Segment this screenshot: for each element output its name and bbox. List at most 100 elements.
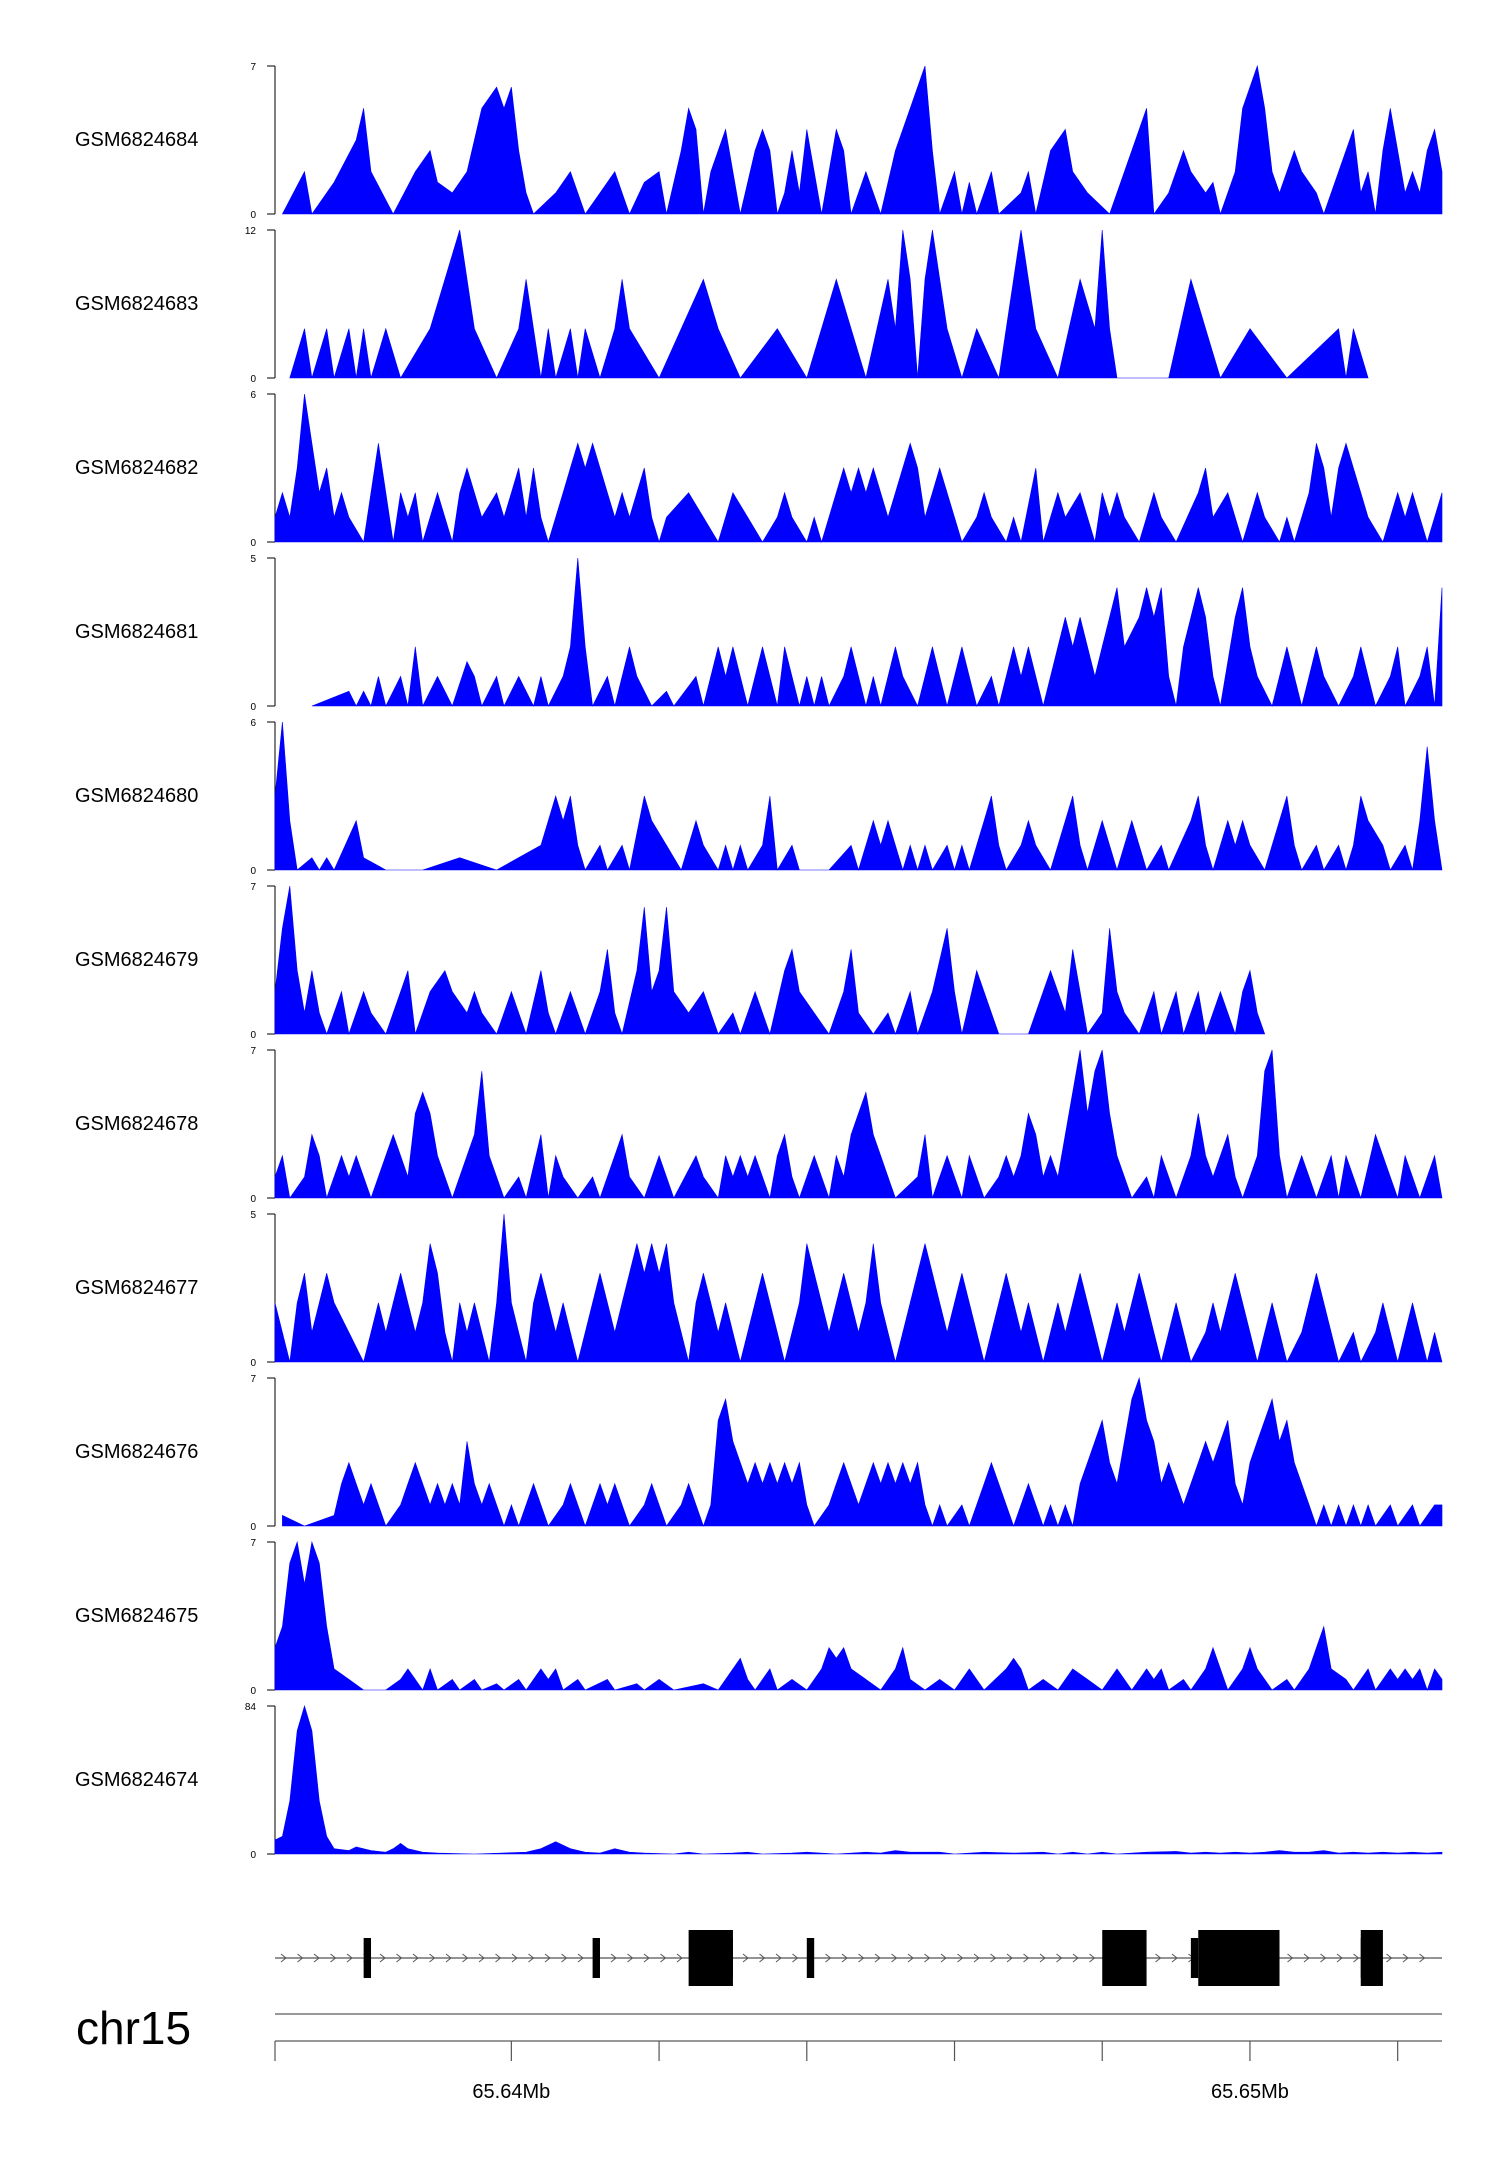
strand-arrow — [495, 1953, 502, 1963]
track-GSM6824683: GSM6824683 12 0 — [75, 226, 1369, 385]
strand-arrow — [1320, 1953, 1327, 1963]
x-tick-label: 65.64Mb — [472, 2081, 550, 2103]
track-label: GSM6824682 — [75, 457, 198, 479]
strand-arrow — [1023, 1953, 1030, 1963]
strand-arrow — [1006, 1953, 1013, 1963]
y-max-label: 5 — [250, 1210, 256, 1221]
strand-arrow — [577, 1953, 584, 1963]
track-label: GSM6824674 — [75, 1769, 198, 1791]
strand-arrow — [957, 1953, 964, 1963]
strand-arrow — [825, 1953, 832, 1963]
strand-arrow — [742, 1953, 749, 1963]
coverage-area — [289, 229, 1369, 380]
strand-arrow — [1402, 1953, 1409, 1963]
strand-arrow — [660, 1953, 667, 1963]
strand-arrow — [1155, 1953, 1162, 1963]
strand-arrow — [1303, 1953, 1310, 1963]
coverage-area — [274, 393, 1443, 544]
track-GSM6824674: GSM6824674 84 0 — [75, 1702, 1443, 1861]
track-label: GSM6824676 — [75, 1441, 198, 1463]
coverage-area — [274, 1049, 1443, 1200]
coverage-area — [274, 721, 1443, 872]
y-min-label: 0 — [250, 210, 256, 221]
y-max-label: 7 — [250, 1374, 256, 1385]
exon-block — [1360, 1938, 1369, 1978]
strand-arrow — [1056, 1953, 1063, 1963]
x-tick-label: 65.65Mb — [1211, 2081, 1289, 2103]
strand-arrow — [445, 1953, 452, 1963]
genomic-axis: chr15 65.64Mb 65.65Mb — [76, 2002, 1442, 2103]
y-max-label: 12 — [245, 226, 257, 237]
strand-arrow — [924, 1953, 931, 1963]
strand-arrow — [759, 1953, 766, 1963]
y-max-label: 7 — [250, 62, 256, 73]
exon-block — [725, 1938, 733, 1978]
exon-block — [1190, 1938, 1199, 1978]
y-min-label: 0 — [250, 1686, 256, 1697]
coverage-area — [274, 885, 1266, 1036]
strand-arrow — [561, 1953, 568, 1963]
strand-arrow — [990, 1953, 997, 1963]
y-max-label: 7 — [250, 882, 256, 893]
strand-arrow — [1072, 1953, 1079, 1963]
coverage-area — [311, 557, 1443, 708]
strand-arrow — [874, 1953, 881, 1963]
y-min-label: 0 — [250, 1194, 256, 1205]
signal-tracks: GSM682468470GSM6824683120GSM682468260GSM… — [75, 62, 1443, 1861]
strand-arrow — [313, 1953, 320, 1963]
y-min-label: 0 — [250, 702, 256, 713]
y-max-label: 7 — [250, 1538, 256, 1549]
exon-coding — [1102, 1930, 1147, 1986]
strand-arrow — [973, 1953, 980, 1963]
y-min-label: 0 — [250, 1522, 256, 1533]
coverage-area — [274, 1540, 1443, 1691]
strand-arrow — [643, 1953, 650, 1963]
strand-arrow — [858, 1953, 865, 1963]
strand-arrow — [544, 1953, 551, 1963]
coverage-area — [274, 1213, 1443, 1363]
y-min-label: 0 — [250, 866, 256, 877]
strand-arrow — [396, 1953, 403, 1963]
coverage-area — [282, 1376, 1443, 1528]
track-GSM6824680: GSM6824680 6 0 — [75, 718, 1443, 877]
strand-arrow — [478, 1953, 485, 1963]
y-min-label: 0 — [250, 374, 256, 385]
exon-block — [806, 1938, 815, 1978]
strand-arrow — [1287, 1953, 1294, 1963]
track-label: GSM6824681 — [75, 621, 198, 643]
y-min-label: 0 — [250, 1358, 256, 1369]
strand-arrow — [891, 1953, 898, 1963]
strand-arrow — [1171, 1953, 1178, 1963]
strand-arrow — [627, 1953, 634, 1963]
strand-arrow — [297, 1953, 304, 1963]
strand-arrow — [462, 1953, 469, 1963]
strand-arrow — [346, 1953, 353, 1963]
y-max-label: 6 — [250, 718, 256, 729]
track-GSM6824682: GSM6824682 6 0 — [75, 390, 1443, 549]
strand-arrow — [775, 1953, 782, 1963]
strand-arrow — [1353, 1953, 1360, 1963]
strand-arrow — [528, 1953, 535, 1963]
track-label: GSM6824683 — [75, 293, 198, 315]
track-label: GSM6824675 — [75, 1605, 198, 1627]
strand-arrow — [841, 1953, 848, 1963]
coverage-area — [274, 1704, 1443, 1855]
strand-arrow — [412, 1953, 419, 1963]
strand-arrow — [429, 1953, 436, 1963]
gene-model — [275, 1930, 1442, 1986]
track-GSM6824678: GSM6824678 7 0 — [75, 1046, 1443, 1205]
strand-arrow — [1386, 1953, 1393, 1963]
track-GSM6824675: GSM6824675 7 0 — [75, 1538, 1443, 1697]
y-max-label: 84 — [245, 1702, 257, 1713]
y-min-label: 0 — [250, 1030, 256, 1041]
y-max-label: 6 — [250, 390, 256, 401]
track-label: GSM6824677 — [75, 1277, 198, 1299]
coverage-area — [281, 64, 1443, 216]
exon-block — [363, 1938, 372, 1978]
strand-arrow — [1089, 1953, 1096, 1963]
track-label: GSM6824679 — [75, 949, 198, 971]
strand-arrow — [280, 1953, 287, 1963]
track-label: GSM6824678 — [75, 1113, 198, 1135]
chromosome-label: chr15 — [76, 2002, 191, 2054]
